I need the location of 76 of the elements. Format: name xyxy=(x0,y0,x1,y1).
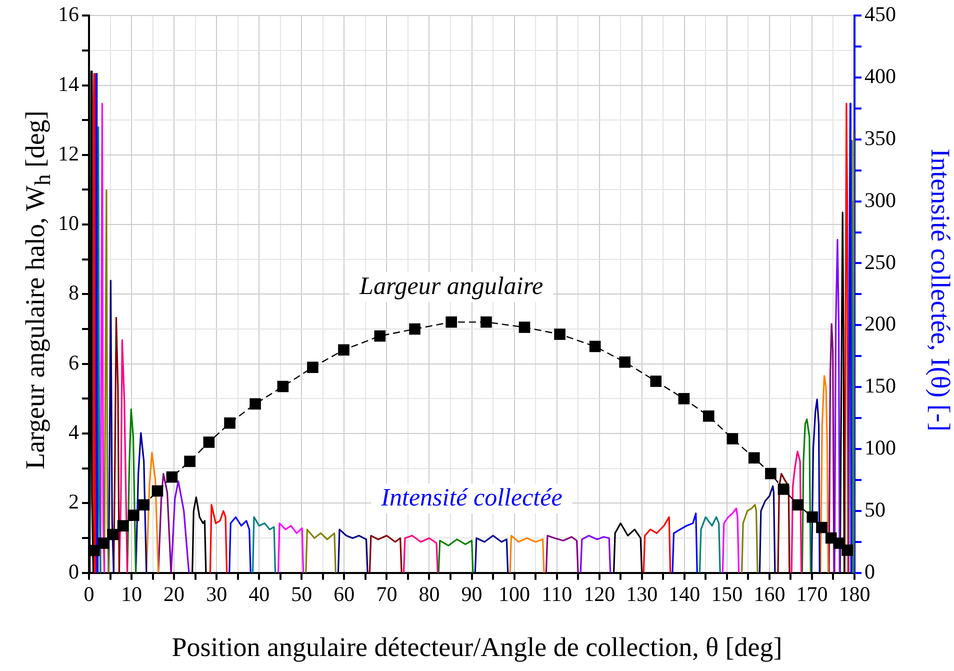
point xyxy=(307,362,318,373)
x-tick-label: 50 xyxy=(291,582,312,606)
point xyxy=(117,520,129,532)
y2-axis-title: Intensité collectée, I(θ) [-] xyxy=(924,148,954,432)
y2-tick-label: 350 xyxy=(864,126,896,150)
point xyxy=(702,410,714,422)
point xyxy=(184,456,196,468)
point xyxy=(806,511,818,523)
y2-tick-label: 300 xyxy=(864,188,896,212)
x-tick-label: 30 xyxy=(206,582,228,606)
y2-tick-label: 50 xyxy=(864,497,886,522)
y-tick-label: 0 xyxy=(68,559,79,584)
point xyxy=(166,471,178,483)
y2-tick-label: 400 xyxy=(864,64,896,88)
point xyxy=(792,499,804,511)
point xyxy=(203,436,215,448)
point xyxy=(842,544,853,556)
x-tick-label: 60 xyxy=(334,582,355,606)
point xyxy=(816,522,828,534)
y2-tick-label: 450 xyxy=(864,2,896,26)
y-tick-label: 8 xyxy=(68,280,79,305)
point xyxy=(778,484,790,495)
y2-tick-label: 250 xyxy=(864,250,896,274)
point xyxy=(277,380,289,392)
point xyxy=(409,323,420,335)
point xyxy=(224,417,236,429)
point xyxy=(250,398,261,410)
annotation: Intensité collectée xyxy=(380,484,562,512)
y-tick-label: 14 xyxy=(58,72,80,96)
point xyxy=(748,452,760,464)
x-tick-label: 140 xyxy=(668,582,700,606)
y-tick-label: 6 xyxy=(68,350,79,374)
x-tick-label: 80 xyxy=(418,582,440,606)
x-tick-label: 110 xyxy=(541,582,572,606)
x-axis-title: Position angulaire détecteur/Angle de collection, θ [deg] xyxy=(170,632,784,663)
x-tick-label: 0 xyxy=(84,582,94,606)
point xyxy=(338,344,350,356)
x-tick-label: 160 xyxy=(754,582,786,606)
y-tick-label: 4 xyxy=(68,420,80,444)
point xyxy=(374,330,386,342)
point xyxy=(726,433,738,444)
y2-tick-label: 200 xyxy=(864,312,896,336)
x-tick-label: 170 xyxy=(796,582,828,606)
x-tick-label: 70 xyxy=(376,582,398,606)
y-tick-label: 12 xyxy=(58,141,79,166)
x-tick-label: 10 xyxy=(121,582,142,606)
x-tick-label: 20 xyxy=(164,582,185,606)
x-tick-label: 90 xyxy=(461,582,482,606)
y2-tick-label: 100 xyxy=(864,435,896,460)
point xyxy=(650,376,662,387)
point xyxy=(138,499,150,511)
x-tick-label: 120 xyxy=(584,582,616,606)
y-tick-label: 16 xyxy=(58,2,79,26)
y-tick-label: 10 xyxy=(58,211,79,236)
point xyxy=(589,340,601,352)
y-tick-label: 2 xyxy=(68,490,79,514)
point xyxy=(554,328,566,340)
x-tick-label: 40 xyxy=(248,582,270,606)
point xyxy=(619,356,631,368)
y2-tick-label: 0 xyxy=(864,559,875,584)
point xyxy=(446,316,457,328)
point xyxy=(107,528,118,540)
x-tick-label: 100 xyxy=(498,582,530,606)
point xyxy=(128,510,140,521)
point xyxy=(89,544,100,556)
x-tick-label: 130 xyxy=(626,582,658,606)
y2-tick-label: 150 xyxy=(864,374,896,398)
point xyxy=(518,322,530,333)
point xyxy=(480,316,492,328)
point xyxy=(152,485,164,497)
series-label: Largeur angulaire xyxy=(358,273,544,300)
point xyxy=(765,468,776,480)
point xyxy=(678,393,690,404)
point xyxy=(98,538,110,549)
x-tick-label: 180 xyxy=(838,582,870,606)
x-tick-label: 150 xyxy=(711,582,743,606)
